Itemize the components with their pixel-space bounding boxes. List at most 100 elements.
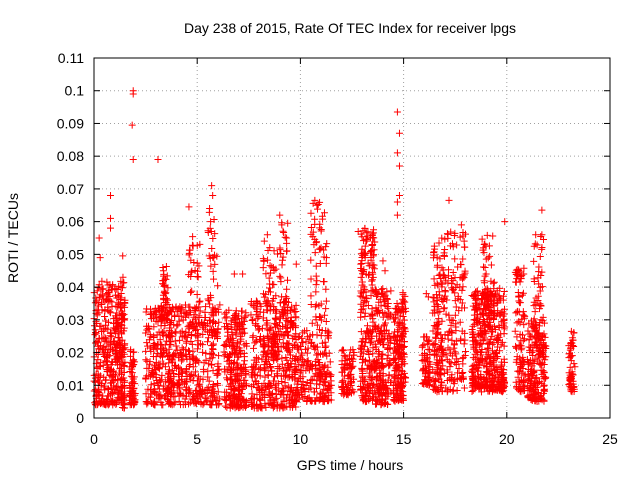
data-point xyxy=(460,375,468,383)
data-point xyxy=(264,342,272,350)
data-point xyxy=(305,366,313,374)
data-point xyxy=(401,292,409,300)
data-point xyxy=(172,342,180,350)
data-point xyxy=(571,363,579,371)
data-point xyxy=(104,384,112,392)
data-point xyxy=(398,355,406,363)
data-point xyxy=(281,379,289,387)
data-point xyxy=(91,374,99,382)
data-point xyxy=(208,182,216,190)
data-point xyxy=(206,300,214,308)
data-point xyxy=(391,333,399,341)
data-point xyxy=(178,369,186,377)
data-point xyxy=(314,350,322,358)
data-point xyxy=(93,363,101,371)
data-point xyxy=(151,341,159,349)
data-point xyxy=(530,390,538,398)
data-point xyxy=(538,283,546,291)
data-point xyxy=(288,303,296,311)
data-point xyxy=(268,297,276,305)
data-point xyxy=(268,367,276,375)
data-point xyxy=(284,360,292,368)
data-point xyxy=(277,249,285,257)
data-point xyxy=(437,378,445,386)
data-point xyxy=(423,380,431,388)
data-point xyxy=(476,385,484,393)
data-point xyxy=(292,307,300,315)
data-point xyxy=(173,322,181,330)
data-point xyxy=(221,365,229,373)
data-point xyxy=(105,400,113,408)
data-point xyxy=(363,327,371,335)
data-point xyxy=(241,382,249,390)
data-point xyxy=(162,304,170,312)
data-point xyxy=(477,300,485,308)
data-point xyxy=(189,242,197,250)
data-point xyxy=(129,90,137,98)
data-point xyxy=(222,396,230,404)
data-point xyxy=(470,361,478,369)
data-point xyxy=(171,362,179,370)
data-point xyxy=(256,308,264,316)
data-point xyxy=(186,371,194,379)
data-point xyxy=(303,349,311,357)
data-point xyxy=(270,247,278,255)
data-point xyxy=(301,345,309,353)
data-point xyxy=(488,308,496,316)
data-point xyxy=(211,305,219,313)
data-point xyxy=(453,281,461,289)
data-point xyxy=(169,383,177,391)
data-point xyxy=(284,383,292,391)
data-point xyxy=(111,325,119,333)
data-point xyxy=(317,226,325,234)
data-point xyxy=(358,306,366,314)
data-point xyxy=(393,198,401,206)
data-point xyxy=(525,336,533,344)
data-point xyxy=(179,401,187,409)
data-point xyxy=(233,402,241,410)
data-point xyxy=(528,348,536,356)
data-point xyxy=(490,339,498,347)
data-point xyxy=(473,301,481,309)
data-point xyxy=(261,373,269,381)
data-point xyxy=(196,320,204,328)
data-point xyxy=(359,386,367,394)
data-point xyxy=(230,270,238,278)
data-point xyxy=(273,307,281,315)
data-point xyxy=(178,344,186,352)
data-point xyxy=(228,341,236,349)
data-point xyxy=(456,318,464,326)
data-point xyxy=(186,399,194,407)
data-point xyxy=(327,372,335,380)
data-point xyxy=(524,392,532,400)
data-point xyxy=(154,340,162,348)
data-point xyxy=(206,205,214,213)
data-point xyxy=(220,352,228,360)
data-point xyxy=(213,371,221,379)
data-point xyxy=(283,366,291,374)
data-point xyxy=(438,379,446,387)
data-point xyxy=(400,316,408,324)
data-point xyxy=(283,234,291,242)
data-point xyxy=(299,394,307,402)
data-point xyxy=(486,307,494,315)
data-point xyxy=(531,381,539,389)
data-point xyxy=(434,325,442,333)
data-point xyxy=(440,304,448,312)
data-point xyxy=(538,245,546,253)
data-point xyxy=(519,311,527,319)
data-point xyxy=(279,310,287,318)
data-point xyxy=(220,323,228,331)
data-point xyxy=(189,233,197,241)
data-point xyxy=(131,398,139,406)
data-point xyxy=(400,350,408,358)
data-point xyxy=(236,347,244,355)
data-point xyxy=(176,365,184,373)
data-point xyxy=(194,345,202,353)
data-point xyxy=(307,301,315,309)
data-point xyxy=(438,234,446,242)
data-point xyxy=(119,345,127,353)
data-point xyxy=(477,340,485,348)
data-point xyxy=(361,357,369,365)
data-point xyxy=(221,314,229,322)
